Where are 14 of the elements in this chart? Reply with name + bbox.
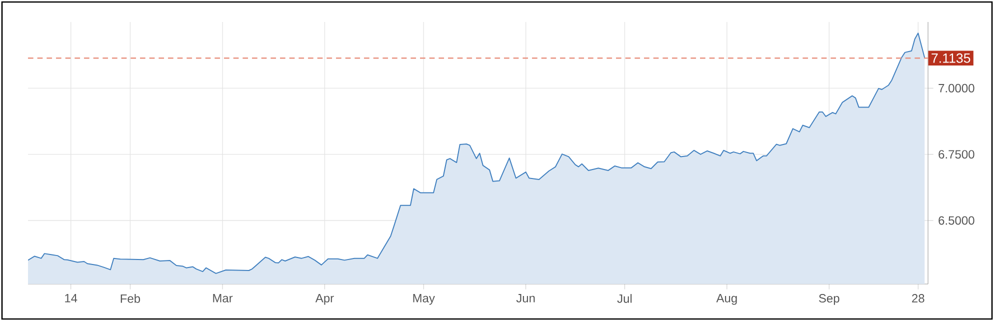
ref-line-label: 7.1135 <box>932 53 970 63</box>
x-tick-label: Apr <box>315 294 334 305</box>
y-tick-label: 7.0000 <box>938 84 974 92</box>
y-tick-label: 6.5000 <box>938 216 974 225</box>
x-tick-label: Mar <box>213 294 233 302</box>
y-tick-label: 6.7500 <box>938 150 974 159</box>
x-tick-label: Feb <box>120 294 140 303</box>
x-tick-label: Sep <box>818 294 840 305</box>
x-tick-label: Aug <box>716 294 737 305</box>
x-tick-label: May <box>413 294 435 305</box>
x-tick-label: Jun <box>516 294 535 302</box>
x-tick-label: Jul <box>617 294 632 303</box>
x-tick-label: 28 <box>912 294 924 303</box>
x-tick-label: 14 <box>65 294 78 302</box>
